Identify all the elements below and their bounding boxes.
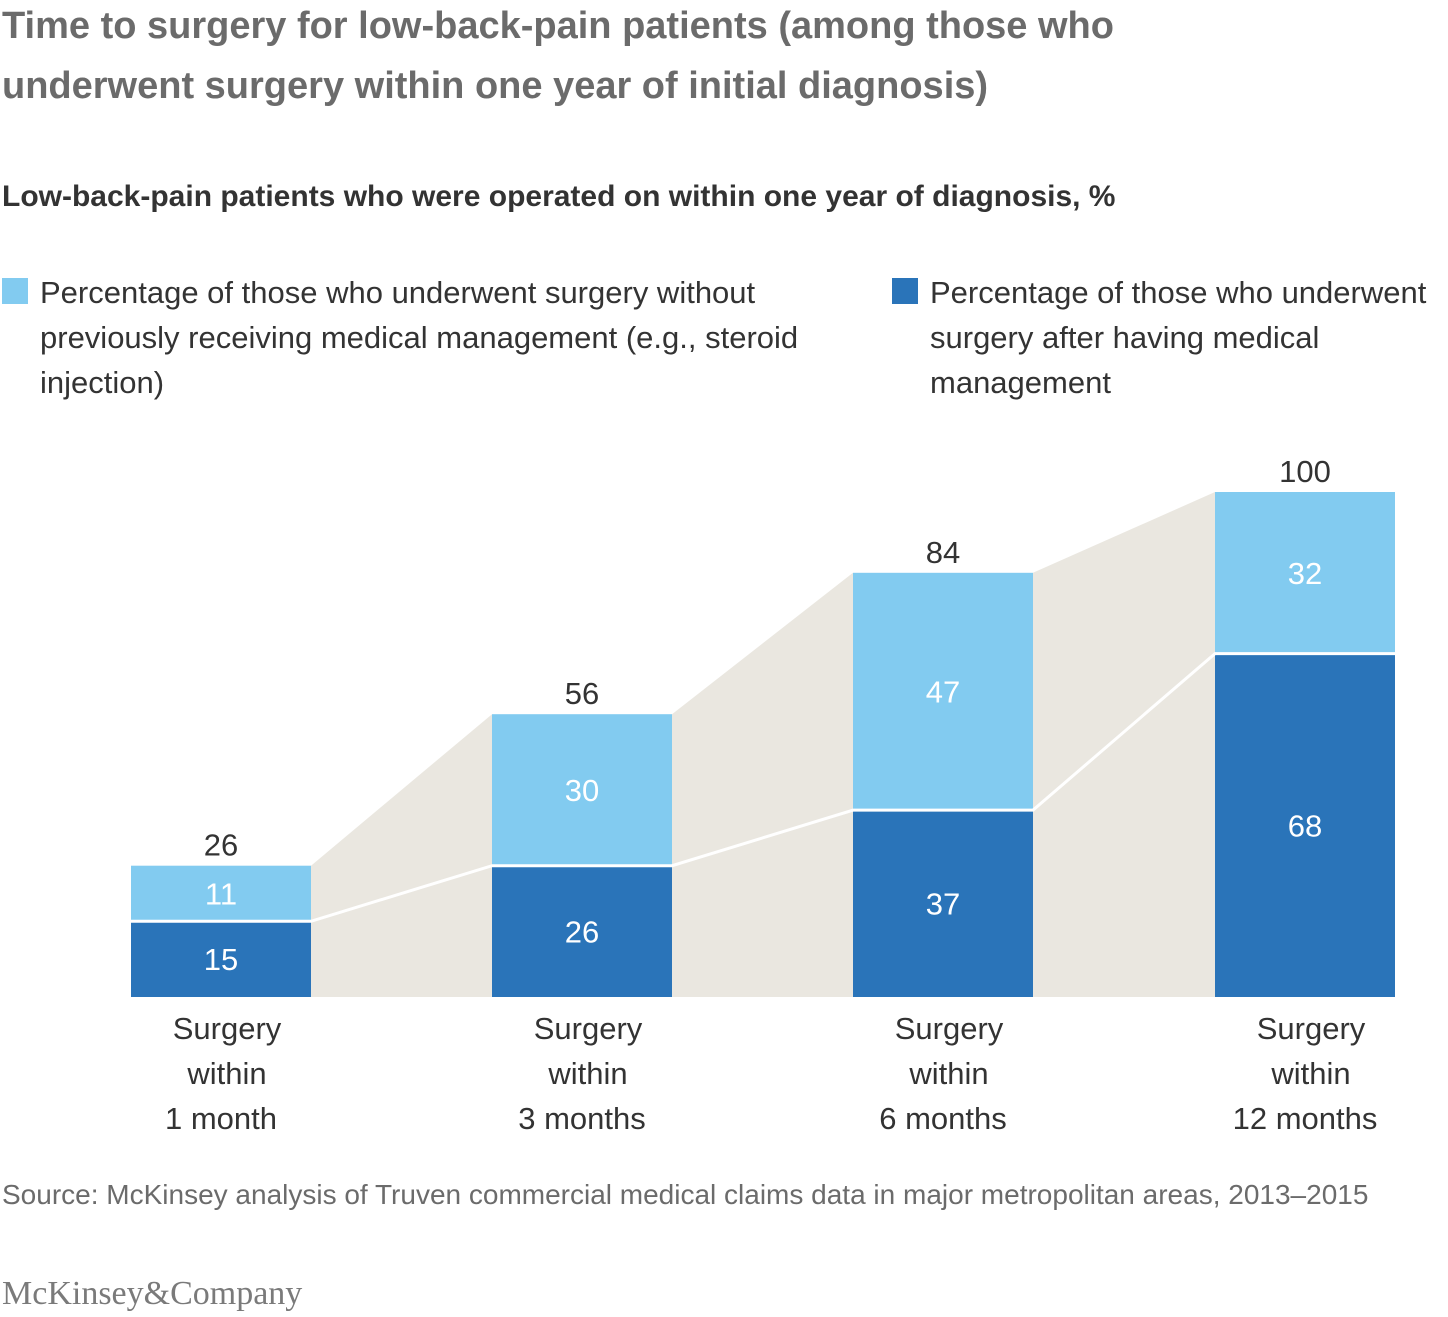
legend-label-dark: Percentage of those who underwent surger… — [930, 275, 1427, 400]
data-label-dark: 68 — [1288, 808, 1322, 843]
data-label-light: 47 — [926, 674, 960, 709]
category-label: 6 months — [879, 1101, 1007, 1136]
total-label: 84 — [926, 535, 960, 570]
data-label-dark: 15 — [204, 942, 238, 977]
total-label: 26 — [204, 828, 238, 863]
connector-area — [311, 714, 492, 997]
data-label-dark: 37 — [926, 887, 960, 922]
bar-light — [1215, 492, 1395, 654]
total-label: 100 — [1279, 454, 1331, 489]
data-label-light: 11 — [205, 876, 237, 911]
category-label: within — [547, 1056, 627, 1091]
category-label: Surgery — [173, 1011, 282, 1046]
chart-title: Time to surgery for low-back-pain patien… — [2, 5, 1114, 107]
bar-dark — [1215, 653, 1395, 997]
bar-light — [131, 865, 311, 922]
category-label: Surgery — [895, 1011, 1004, 1046]
category-label: 1 month — [165, 1101, 277, 1136]
legend-swatch-light — [2, 278, 28, 304]
connector-area — [672, 572, 853, 997]
bar-dark — [131, 921, 311, 997]
source-note: Source: McKinsey analysis of Truven comm… — [2, 1179, 1369, 1210]
bar-light — [853, 572, 1033, 811]
data-label-dark: 26 — [565, 914, 599, 949]
legend-swatch-dark — [892, 278, 918, 304]
chart-subtitle: Low-back-pain patients who were operated… — [2, 180, 1116, 213]
bar-dark — [853, 810, 1033, 997]
category-label: within — [1270, 1056, 1350, 1091]
legend-item-dark: Percentage of those who underwent surger… — [892, 270, 1442, 405]
total-label: 56 — [565, 676, 599, 711]
divider-line — [131, 652, 1395, 923]
chart-plot: 15 11 26 Surgery within 1 month 26 30 56 Surgery w… — [131, 454, 1395, 1136]
legend-item-light: Percentage of those who underwent surger… — [2, 270, 852, 405]
logo: McKinsey&Company — [2, 1275, 303, 1312]
data-label-light: 32 — [1288, 556, 1322, 591]
category-label: within — [186, 1056, 266, 1091]
category-label: 3 months — [518, 1101, 646, 1136]
bar-dark — [492, 865, 672, 997]
data-label-light: 30 — [565, 773, 599, 808]
bar-light — [492, 714, 672, 866]
category-label: 12 months — [1233, 1101, 1378, 1136]
connector-area — [1033, 492, 1215, 997]
category-label: Surgery — [534, 1011, 643, 1046]
legend-label-light: Percentage of those who underwent surger… — [40, 275, 799, 400]
category-label: Surgery — [1257, 1011, 1366, 1046]
category-label: within — [908, 1056, 988, 1091]
